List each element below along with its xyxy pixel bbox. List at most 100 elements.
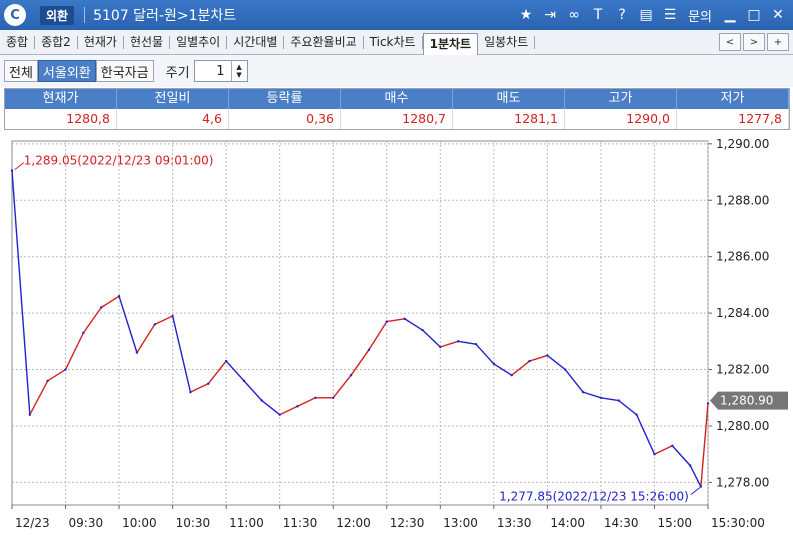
value-change-rate: 0,36 xyxy=(229,109,341,129)
close-icon[interactable]: ✕ xyxy=(772,7,784,23)
price-point xyxy=(314,396,317,399)
header-ask: 매도 xyxy=(453,89,565,109)
quote-header-row: 현재가 전일비 등락률 매수 매도 고가 저가 xyxy=(5,89,789,109)
price-point xyxy=(403,317,406,320)
tab-summary2[interactable]: 종합2 xyxy=(35,35,78,49)
tab-current-price[interactable]: 현재가 xyxy=(78,35,124,49)
price-point xyxy=(207,382,210,385)
price-point xyxy=(10,169,14,172)
tab-prev-button[interactable]: < xyxy=(719,33,741,51)
quote-table: 현재가 전일비 등락률 매수 매도 고가 저가 1280,8 4,6 0,36 … xyxy=(4,88,790,130)
x-tick-label: 10:00 xyxy=(122,516,157,530)
app-logo-icon: C xyxy=(4,4,26,26)
tab-by-time[interactable]: 시간대별 xyxy=(227,35,285,49)
y-tick-label: 1,280.00 xyxy=(716,419,769,433)
price-segment xyxy=(47,368,66,382)
header-high: 고가 xyxy=(565,89,677,109)
inquiry-button[interactable]: 문의 xyxy=(688,9,712,25)
price-segment xyxy=(700,403,709,487)
price-segment xyxy=(29,380,49,416)
filter-all-button[interactable]: 전체 xyxy=(4,60,38,82)
tab-add-button[interactable]: + xyxy=(767,33,789,51)
y-tick-label: 1,288.00 xyxy=(716,193,769,207)
tab-rate-compare[interactable]: 주요환율비교 xyxy=(284,35,364,49)
value-bid: 1280,7 xyxy=(341,109,453,129)
period-stepper[interactable]: 1 ▲ ▼ xyxy=(193,60,248,82)
price-segment xyxy=(297,397,316,407)
period-value[interactable]: 1 xyxy=(216,63,225,79)
x-tick-label: 11:00 xyxy=(229,516,264,530)
price-point xyxy=(653,453,656,456)
price-point xyxy=(706,402,710,405)
tab-1min-chart[interactable]: 1분차트 xyxy=(422,32,479,55)
text-icon[interactable]: T xyxy=(593,7,603,23)
tab-daily-chart[interactable]: 일봉차트 xyxy=(478,35,536,49)
x-tick-label: 15:30:00 xyxy=(711,516,765,530)
price-chart-svg[interactable]: 1,290.00 1,288.00 1,286.00 1,284.00 1,282.00… xyxy=(4,133,790,535)
price-segment xyxy=(136,324,156,354)
price-point xyxy=(117,294,121,298)
tab-tick-chart[interactable]: Tick차트 xyxy=(364,35,423,49)
price-segment xyxy=(261,400,281,416)
price-segment xyxy=(440,340,459,348)
price-point xyxy=(153,323,156,326)
tab-next-button[interactable]: > xyxy=(743,33,765,51)
filter-korea-money-button[interactable]: 한국자금 xyxy=(95,60,154,82)
export-icon[interactable]: ⇥ xyxy=(544,7,556,23)
price-point xyxy=(46,379,49,383)
tab-daily-trend[interactable]: 일별추이 xyxy=(170,35,228,49)
x-tick-label: 10:30 xyxy=(176,516,211,530)
x-tick-label: 13:00 xyxy=(443,516,478,530)
price-point xyxy=(332,396,335,399)
low-annotation: 1,277.85(2022/12/23 15:26:00) xyxy=(499,490,689,504)
price-segment xyxy=(11,170,31,415)
stepper-arrows-icon[interactable]: ▲ ▼ xyxy=(230,61,247,81)
price-point xyxy=(699,485,703,488)
value-ask: 1281,1 xyxy=(453,109,565,129)
plot-area[interactable] xyxy=(11,140,709,506)
price-point xyxy=(456,340,460,343)
price-point xyxy=(100,306,103,309)
header-current-price: 현재가 xyxy=(5,89,117,109)
high-annotation: 1,289.05(2022/12/23 09:01:00) xyxy=(24,154,214,168)
price-point xyxy=(82,331,85,335)
price-segment xyxy=(635,414,656,455)
price-point xyxy=(474,342,478,346)
x-tick-label: 12/23 xyxy=(15,516,50,530)
price-point xyxy=(242,379,246,383)
maximize-icon[interactable]: □ xyxy=(747,7,761,23)
price-point xyxy=(617,399,620,402)
price-segment xyxy=(332,374,352,399)
minimize-icon[interactable]: ▁ xyxy=(724,7,736,23)
price-point xyxy=(492,362,496,366)
help-icon[interactable]: ? xyxy=(618,7,626,23)
title-bar: C 외환 5107 달러-원>1분차트 ★ ⇥ ∞ T ? ▤ ☰ 문의 ▁ □… xyxy=(0,0,793,30)
one-minute-chart[interactable]: 1,290.00 1,288.00 1,286.00 1,284.00 1,282.00… xyxy=(4,133,790,535)
price-segment xyxy=(671,445,691,466)
tab-nav: < > + xyxy=(719,33,793,51)
price-point xyxy=(224,359,228,363)
price-point xyxy=(421,328,424,332)
price-segment xyxy=(475,343,495,365)
star-icon[interactable]: ★ xyxy=(519,7,533,23)
title-actions: ★ ⇥ ∞ T ? ▤ ☰ 문의 ▁ □ ✕ xyxy=(517,6,793,25)
price-point xyxy=(385,320,388,323)
price-point xyxy=(171,314,174,318)
list-icon[interactable]: ☰ xyxy=(663,7,677,23)
filter-seoul-fx-button[interactable]: 서울외환 xyxy=(37,60,96,82)
price-point xyxy=(528,359,531,363)
header-change: 전일비 xyxy=(117,89,229,109)
tab-spot-futures[interactable]: 현선물 xyxy=(124,35,171,49)
x-tick-label: 09:30 xyxy=(69,516,104,530)
link-icon[interactable]: ∞ xyxy=(568,7,580,23)
y-tick-label: 1,290.00 xyxy=(716,137,769,151)
print-icon[interactable]: ▤ xyxy=(639,7,653,23)
x-tick-label: 14:30 xyxy=(604,516,639,530)
price-segment xyxy=(350,349,370,376)
current-price-tag xyxy=(710,391,788,410)
price-point xyxy=(510,374,513,377)
price-segment xyxy=(386,318,405,323)
tab-summary[interactable]: 종합 xyxy=(0,35,36,49)
price-segment xyxy=(421,329,441,348)
app-name-badge[interactable]: 외환 xyxy=(40,5,75,25)
